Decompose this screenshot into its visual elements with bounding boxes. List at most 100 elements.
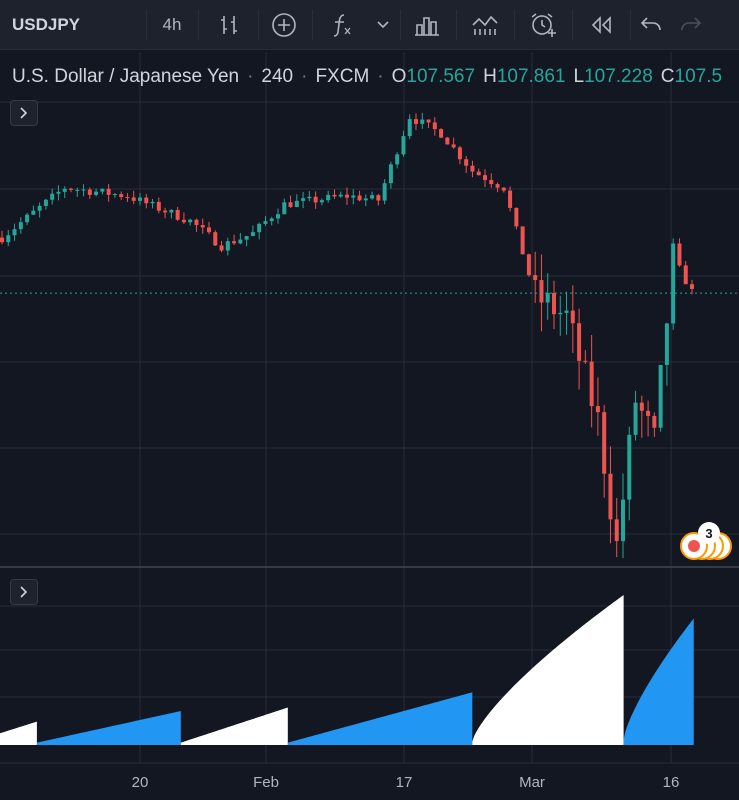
candle-body <box>577 323 582 361</box>
legend-pair[interactable]: U.S. Dollar / Japanese Yen <box>12 66 240 87</box>
candle-body <box>87 189 92 195</box>
candle-body <box>470 165 475 172</box>
candle-body <box>545 293 550 303</box>
replay-icon[interactable] <box>578 0 624 50</box>
toolbar-divider <box>456 10 457 40</box>
candle-body <box>62 188 67 192</box>
candle-body <box>564 310 569 313</box>
time-axis-label: 17 <box>395 774 413 791</box>
candle-body <box>583 360 588 362</box>
undo-icon[interactable] <box>636 0 666 50</box>
candle-body <box>119 194 124 198</box>
candle-body <box>514 207 519 227</box>
templates-icon[interactable] <box>462 0 508 50</box>
candle-body <box>558 312 563 315</box>
candle-body <box>294 200 299 207</box>
candle-body <box>150 201 155 204</box>
volume-pane-collapse-button[interactable] <box>10 579 38 605</box>
candle-body <box>526 254 531 276</box>
candle-body <box>81 189 86 191</box>
candle-body <box>614 519 619 542</box>
candle-body <box>501 187 506 191</box>
toolbar-divider <box>198 10 199 40</box>
candle-body <box>332 194 337 197</box>
candle-body <box>238 239 243 244</box>
candle-body <box>112 194 117 196</box>
candle-body <box>414 119 418 124</box>
legend-separator: · <box>247 66 254 87</box>
candle-body <box>181 219 186 223</box>
toolbar-divider <box>312 10 313 40</box>
toolbar-divider <box>146 10 147 40</box>
candle-body <box>401 136 406 155</box>
event-count-badge[interactable]: 3 <box>698 522 720 544</box>
candle-body <box>451 144 456 148</box>
legend-low-value: 107.228 <box>584 66 653 87</box>
candle-body <box>313 196 318 203</box>
candle-body <box>56 191 61 194</box>
candle-body <box>169 209 174 213</box>
candle-body <box>407 119 412 137</box>
financials-icon[interactable] <box>404 0 450 50</box>
candle-body <box>50 193 55 200</box>
candle-body <box>207 227 211 233</box>
candle-body <box>658 364 663 428</box>
legend-separator: · <box>377 66 384 87</box>
candle-body <box>288 202 293 207</box>
candle-body <box>608 473 613 520</box>
candle-body <box>432 122 437 130</box>
chevron-down-icon[interactable] <box>370 0 396 50</box>
candle-body <box>301 198 306 201</box>
time-axis-label: 16 <box>662 774 680 791</box>
top-toolbar: USDJPY 4h <box>0 0 739 50</box>
candle-body <box>6 235 11 243</box>
candle-body <box>43 199 48 206</box>
bar-style-icon[interactable] <box>206 0 252 50</box>
candle-body <box>483 175 487 181</box>
candle-body <box>263 221 268 224</box>
candle-body <box>370 195 375 199</box>
candlestick-series <box>0 112 694 558</box>
candle-body <box>269 218 274 222</box>
toolbar-divider <box>514 10 515 40</box>
candle-body <box>319 200 324 203</box>
volume-segment <box>180 707 288 745</box>
candle-body <box>100 188 105 192</box>
candle-body <box>18 222 23 230</box>
candle-body <box>495 184 500 188</box>
interval-button[interactable]: 4h <box>162 15 182 34</box>
candle-body <box>138 197 142 201</box>
volume-histogram <box>0 595 694 745</box>
candle-body <box>602 412 607 474</box>
candle-body <box>163 210 168 213</box>
time-axis-label: 20 <box>131 774 149 791</box>
legend-interval: 240 <box>261 66 294 87</box>
candle-body <box>156 201 161 211</box>
candle-body <box>439 129 444 138</box>
candle-body <box>426 119 431 123</box>
volume-segment <box>0 721 37 745</box>
symbol-search-button[interactable]: USDJPY <box>12 15 81 34</box>
candle-body <box>476 171 481 176</box>
compare-icon[interactable] <box>262 0 306 50</box>
candle-body <box>690 284 694 289</box>
candle-body <box>382 183 387 201</box>
redo-icon[interactable] <box>676 0 706 50</box>
candle-body <box>326 194 331 201</box>
alert-icon[interactable] <box>520 0 566 50</box>
candle-body <box>420 119 425 124</box>
event-markers[interactable]: 3 <box>676 522 739 560</box>
indicators-icon[interactable] <box>320 0 364 50</box>
candle-body <box>307 196 312 199</box>
candle-body <box>646 410 651 416</box>
legend-high-value: 107.861 <box>496 66 566 87</box>
legend-separator: · <box>301 66 308 87</box>
chevron-right-icon <box>20 107 28 119</box>
candle-body <box>25 214 30 223</box>
candle-body <box>282 202 287 215</box>
main-pane-collapse-button[interactable] <box>10 100 38 126</box>
candle-body <box>639 402 644 411</box>
candle-body <box>225 241 230 251</box>
toolbar-divider <box>630 10 631 40</box>
